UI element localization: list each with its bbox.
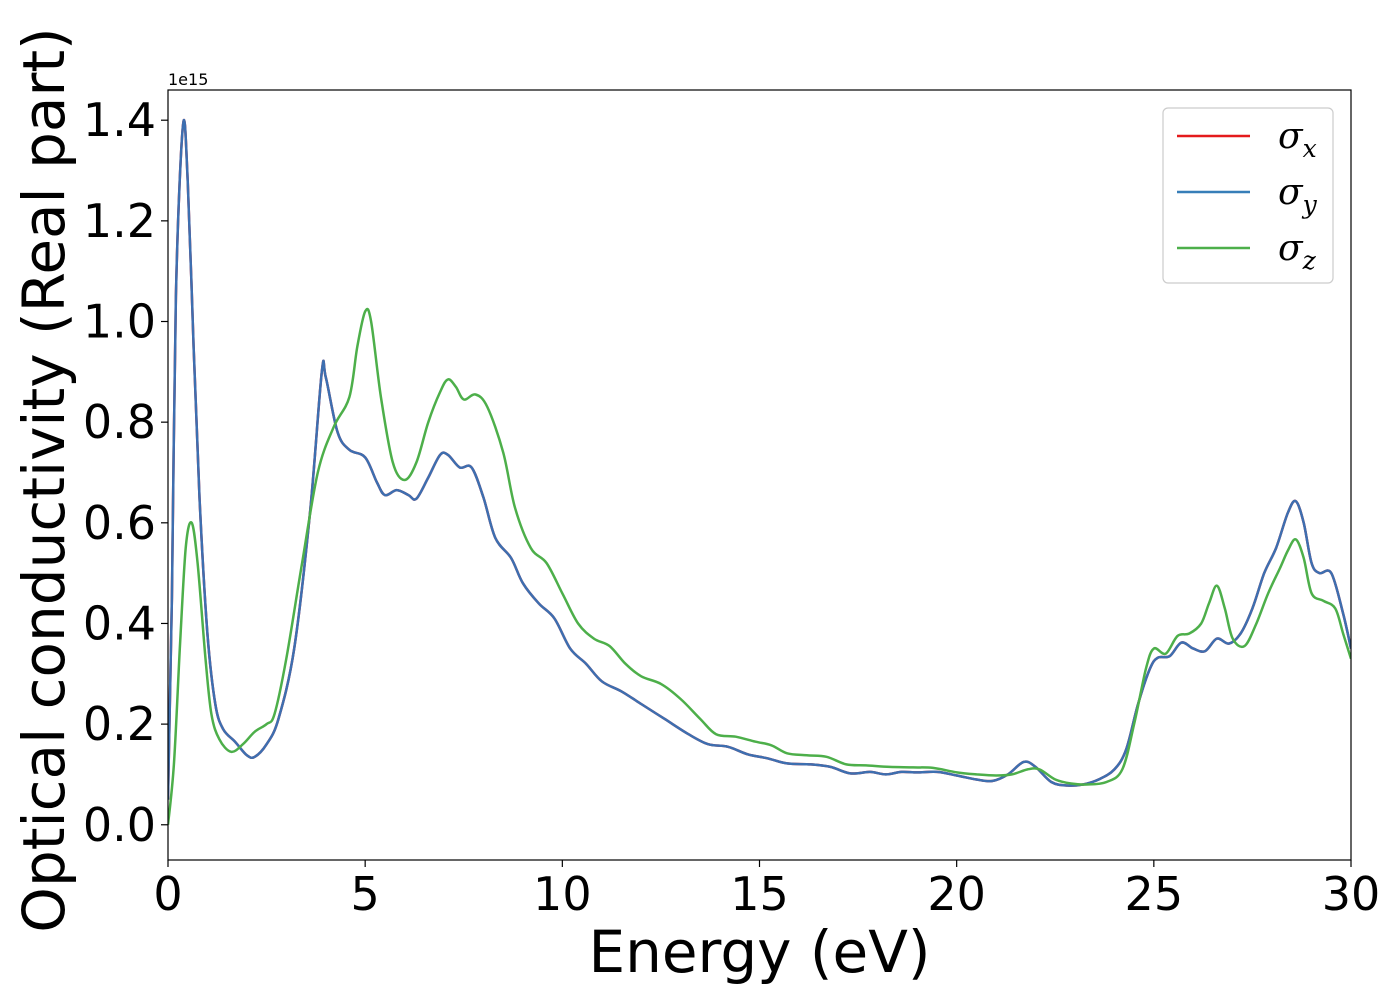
series-layer	[168, 118, 1351, 825]
y-tick-label: 1.4	[83, 93, 156, 147]
y-tick-label: 1.2	[83, 194, 156, 248]
legend-label: σy	[1278, 172, 1318, 219]
y-tick-label: 0.4	[83, 596, 156, 650]
x-tick-label: 25	[1125, 867, 1184, 921]
x-tick-label: 20	[927, 867, 986, 921]
y-axis-offset-label: 1e15	[168, 70, 208, 89]
legend: σx σy σz	[1162, 107, 1334, 284]
y-axis-title: Optical conductivity (Real part)	[10, 27, 78, 932]
x-tick-label: 10	[533, 867, 592, 921]
x-axis: 0 5 10 15 20 25 30	[153, 860, 1380, 921]
legend-label: σz	[1278, 228, 1317, 275]
y-tick-label: 0.8	[83, 395, 156, 449]
x-tick-label: 15	[730, 867, 789, 921]
y-axis: 0.0 0.2 0.4 0.6 0.8 1.0 1.2 1.4	[83, 93, 168, 852]
series-line-3	[168, 307, 1351, 825]
legend-label: σx	[1278, 116, 1317, 163]
y-tick-label: 0.0	[83, 798, 156, 852]
series-line-2	[168, 118, 1351, 800]
y-tick-label: 0.6	[83, 496, 156, 550]
y-tick-label: 1.0	[83, 295, 156, 349]
x-tick-label: 5	[351, 867, 380, 921]
legend-box	[1162, 107, 1334, 284]
x-tick-label: 0	[153, 867, 182, 921]
x-tick-label: 30	[1322, 867, 1381, 921]
x-axis-title: Energy (eV)	[588, 918, 930, 986]
y-tick-label: 0.2	[83, 697, 156, 751]
